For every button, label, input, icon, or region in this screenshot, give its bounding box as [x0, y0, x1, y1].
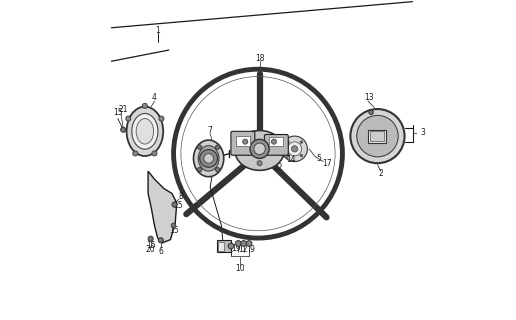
Circle shape	[121, 127, 126, 132]
Text: 15: 15	[113, 108, 123, 117]
Text: 1: 1	[155, 27, 160, 36]
Ellipse shape	[126, 107, 163, 156]
Text: 19: 19	[231, 244, 240, 253]
Circle shape	[142, 103, 148, 108]
Circle shape	[369, 110, 374, 115]
Bar	[368, 130, 386, 143]
Circle shape	[246, 241, 252, 246]
Circle shape	[158, 238, 164, 243]
Bar	[370, 131, 384, 141]
Ellipse shape	[136, 119, 154, 144]
Text: 2: 2	[378, 169, 383, 178]
Text: 4: 4	[152, 93, 157, 102]
Circle shape	[292, 146, 298, 152]
Text: 22: 22	[274, 163, 283, 172]
Bar	[269, 137, 283, 146]
Circle shape	[198, 167, 202, 172]
FancyBboxPatch shape	[231, 131, 255, 155]
Circle shape	[171, 223, 176, 228]
Circle shape	[148, 236, 153, 241]
Text: 3: 3	[421, 128, 426, 137]
Circle shape	[254, 143, 265, 155]
Circle shape	[243, 139, 248, 144]
Ellipse shape	[132, 114, 158, 149]
Circle shape	[357, 116, 398, 157]
Circle shape	[215, 145, 220, 149]
Circle shape	[228, 243, 234, 249]
Circle shape	[215, 167, 220, 172]
Text: 13: 13	[364, 93, 374, 102]
Bar	[217, 240, 231, 252]
Text: 12: 12	[238, 245, 248, 254]
Polygon shape	[148, 171, 177, 243]
Text: 6: 6	[158, 247, 163, 256]
Text: 8: 8	[179, 192, 183, 201]
Circle shape	[286, 154, 289, 157]
Circle shape	[257, 161, 262, 166]
Circle shape	[282, 136, 308, 162]
Text: 21: 21	[119, 105, 128, 114]
Text: 9: 9	[249, 245, 254, 254]
Text: 7: 7	[208, 126, 213, 135]
Bar	[236, 136, 250, 146]
Circle shape	[300, 154, 303, 157]
Circle shape	[350, 109, 405, 163]
Circle shape	[172, 202, 177, 207]
Text: 5: 5	[316, 154, 321, 163]
Ellipse shape	[198, 146, 219, 171]
Circle shape	[286, 141, 289, 143]
Text: 18: 18	[255, 53, 264, 62]
Text: 14: 14	[287, 155, 296, 164]
Circle shape	[126, 116, 131, 121]
Circle shape	[300, 141, 303, 143]
Text: 15: 15	[146, 241, 155, 250]
Bar	[218, 242, 224, 251]
Circle shape	[204, 154, 214, 163]
Circle shape	[241, 241, 247, 246]
Text: 10: 10	[235, 264, 245, 273]
Circle shape	[159, 116, 164, 121]
Circle shape	[152, 151, 157, 156]
Circle shape	[133, 151, 138, 156]
FancyBboxPatch shape	[264, 134, 288, 155]
Ellipse shape	[194, 140, 224, 177]
Text: 11: 11	[224, 245, 233, 254]
Circle shape	[271, 139, 277, 144]
Text: 15: 15	[173, 201, 183, 210]
Text: 15: 15	[169, 226, 179, 235]
Circle shape	[200, 149, 218, 167]
Ellipse shape	[235, 131, 284, 170]
Circle shape	[198, 145, 202, 149]
Text: 20: 20	[146, 245, 155, 254]
Circle shape	[235, 241, 241, 246]
Text: 17: 17	[322, 159, 332, 168]
Circle shape	[287, 142, 302, 156]
Circle shape	[250, 139, 269, 158]
